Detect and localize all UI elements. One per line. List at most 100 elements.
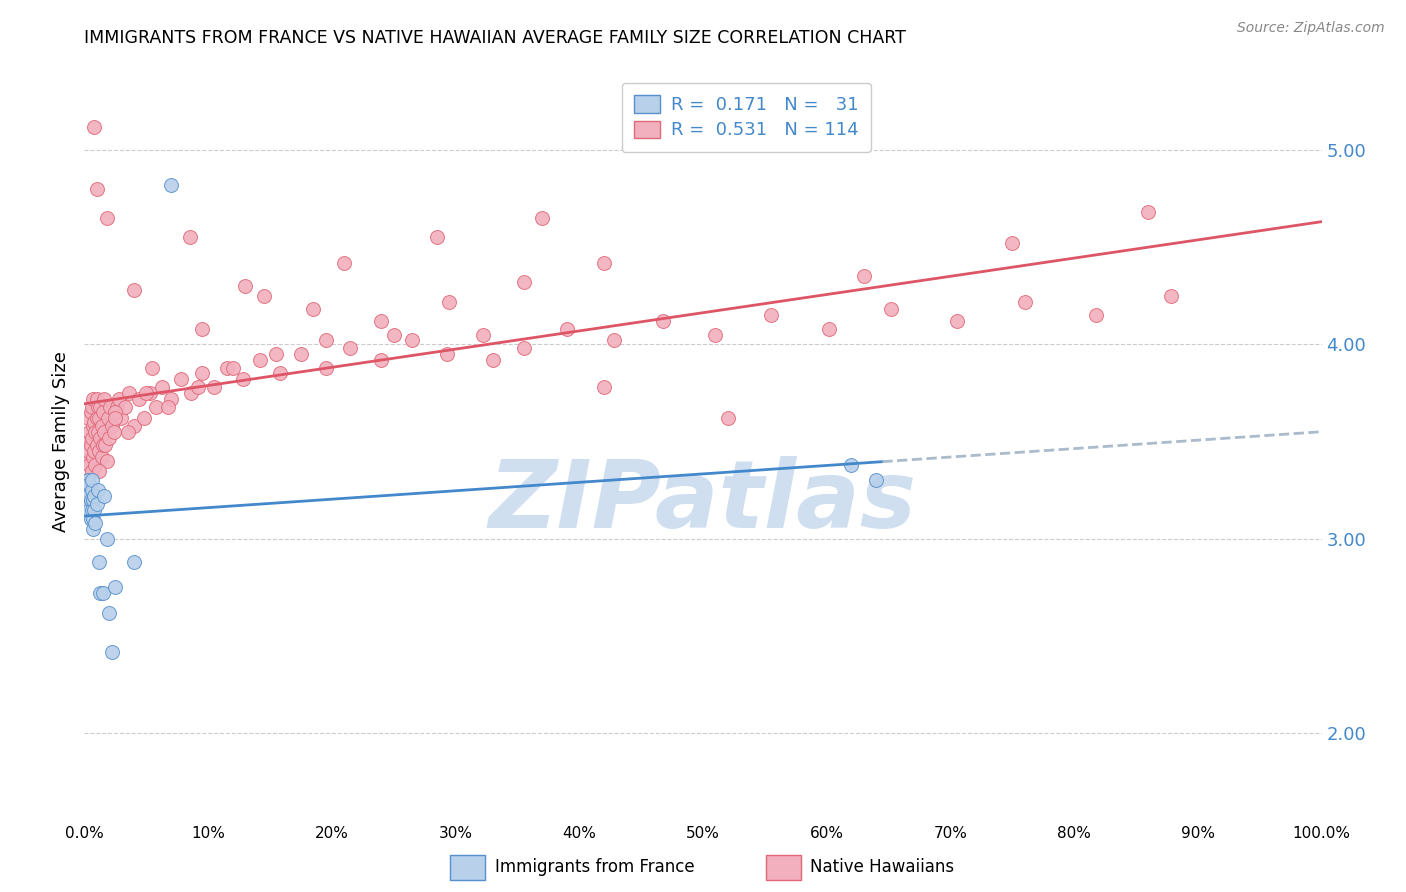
Point [89,586,111,600]
Point [79,502,101,516]
Point [89,444,111,458]
Point [471,327,494,342]
Point [104,405,127,419]
Point [1160,289,1182,303]
Point [100,644,122,658]
Point [83,120,105,134]
Point [86,497,108,511]
Point [75,454,97,468]
Point [117,425,139,439]
Point [122,283,145,297]
Point [232,372,254,386]
Point [135,386,157,401]
Point [86,392,108,406]
Point [83,489,105,503]
Point [202,380,225,394]
Point [89,555,111,569]
Point [96,532,118,546]
Point [82,450,104,464]
Point [89,411,111,425]
Text: Immigrants from France: Immigrants from France [495,858,695,877]
Point [150,380,173,394]
Point [80,502,103,516]
Point [97,411,120,425]
Point [93,392,115,406]
Point [80,400,103,414]
Point [91,438,114,452]
Point [1014,294,1036,309]
Point [98,606,121,620]
Point [82,392,104,406]
Point [87,425,110,439]
Point [717,411,740,425]
Point [86,182,108,196]
Point [86,411,108,425]
Point [315,334,337,348]
Point [91,405,114,419]
Point [249,352,271,367]
Point [704,327,727,342]
Point [382,327,405,342]
Text: IMMIGRANTS FROM FRANCE VS NATIVE HAWAIIAN AVERAGE FAMILY SIZE CORRELATION CHART: IMMIGRANTS FROM FRANCE VS NATIVE HAWAIIA… [84,29,907,47]
Point [880,302,903,317]
Point [83,444,105,458]
Text: Native Hawaiians: Native Hawaiians [810,858,955,877]
Point [79,425,101,439]
Point [104,580,127,594]
Point [84,458,107,472]
Point [87,400,110,414]
Point [80,464,103,478]
Point [114,400,136,414]
Point [96,211,118,225]
Point [1137,205,1160,219]
Point [84,425,107,439]
Point [80,431,103,445]
Point [512,275,534,289]
Point [945,314,967,328]
FancyBboxPatch shape [450,855,485,880]
Point [82,492,104,507]
Point [180,386,202,401]
Point [80,483,103,497]
Point [603,334,626,348]
Point [865,474,887,488]
Point [1001,236,1024,251]
Point [481,352,503,367]
Point [759,308,782,322]
Point [122,419,145,434]
Point [79,438,101,452]
Point [253,289,276,303]
Point [179,230,201,244]
Point [86,438,108,452]
Point [83,415,105,429]
Point [512,341,534,355]
Point [79,492,101,507]
Point [80,474,103,488]
Point [852,269,875,284]
Point [79,458,101,472]
Point [531,211,554,225]
Point [222,360,245,375]
Point [83,502,105,516]
Point [652,314,675,328]
Point [84,516,107,531]
Point [436,347,458,361]
Point [105,400,128,414]
Point [79,405,101,419]
Point [187,380,209,394]
Point [94,438,117,452]
Point [91,586,114,600]
Text: ZIPatlas: ZIPatlas [489,456,917,549]
Point [93,489,115,503]
Point [818,322,841,336]
Point [103,425,125,439]
Point [79,477,101,491]
Point [93,425,115,439]
Point [302,302,325,317]
Point [191,367,214,381]
Point [108,392,131,406]
Point [233,279,256,293]
Point [96,454,118,468]
Point [75,483,97,497]
Point [77,489,100,503]
